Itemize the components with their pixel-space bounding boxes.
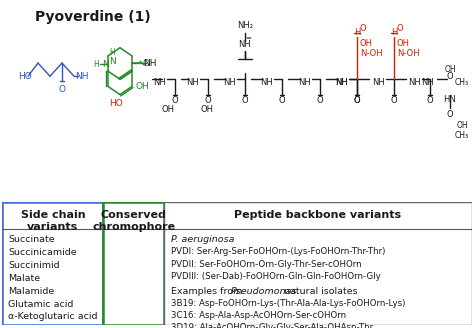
FancyBboxPatch shape	[2, 202, 472, 325]
Text: O: O	[172, 96, 178, 105]
Text: O: O	[205, 96, 211, 105]
Text: CH₃: CH₃	[455, 78, 469, 87]
Text: O: O	[447, 111, 453, 119]
Text: O: O	[354, 96, 360, 105]
Text: P. aeruginosa: P. aeruginosa	[171, 235, 235, 244]
Text: Succinicamide: Succinicamide	[8, 248, 77, 257]
Text: NH: NH	[373, 78, 385, 87]
Text: N: N	[103, 60, 109, 69]
Text: Conserved
chromophore: Conserved chromophore	[92, 210, 175, 232]
Text: HO: HO	[109, 99, 123, 108]
Text: α-Ketoglutaric acid: α-Ketoglutaric acid	[8, 312, 98, 321]
Text: PVDIII: (Ser-Dab)-FoOHOrn-Gln-Gln-FoOHOrn-Gly: PVDIII: (Ser-Dab)-FoOHOrn-Gln-Gln-FoOHOr…	[171, 272, 381, 281]
Text: OH: OH	[136, 82, 150, 91]
Text: O: O	[242, 96, 248, 105]
Text: PVDI: Ser-Arg-Ser-FoOHOrn-(Lys-FoOHOrn-Thr-Thr): PVDI: Ser-Arg-Ser-FoOHOrn-(Lys-FoOHOrn-T…	[171, 247, 386, 256]
Text: O: O	[58, 85, 65, 94]
Text: OH: OH	[456, 121, 468, 130]
Text: Side chain
variants: Side chain variants	[20, 210, 85, 232]
Text: CH₃: CH₃	[455, 131, 469, 140]
Text: OH: OH	[162, 105, 174, 114]
Text: NH: NH	[224, 78, 237, 87]
Text: HO: HO	[18, 72, 32, 81]
Text: H: H	[354, 28, 360, 37]
Text: Pseudomonas: Pseudomonas	[230, 287, 297, 296]
Text: O: O	[279, 96, 285, 105]
Text: NH: NH	[238, 40, 251, 49]
Text: Peptide backbone variants: Peptide backbone variants	[234, 210, 401, 220]
Text: O: O	[317, 96, 323, 105]
Text: NH: NH	[75, 72, 89, 81]
Text: NH: NH	[336, 78, 348, 87]
Text: H: H	[93, 60, 99, 69]
Text: 3B19: Asp-FoOHOrn-Lys-(Thr-Ala-Ala-Lys-FoOHOrn-Lys): 3B19: Asp-FoOHOrn-Lys-(Thr-Ala-Ala-Lys-F…	[171, 299, 406, 308]
FancyBboxPatch shape	[2, 202, 103, 325]
Text: OH: OH	[444, 65, 456, 74]
Text: N: N	[109, 56, 117, 66]
Text: OH: OH	[201, 105, 213, 114]
Text: NH: NH	[261, 78, 273, 87]
Text: Examples from: Examples from	[171, 287, 246, 296]
Text: O: O	[143, 58, 149, 68]
Text: H: H	[391, 28, 397, 37]
Text: O: O	[397, 24, 404, 33]
Text: OH: OH	[360, 39, 373, 48]
Text: NH: NH	[187, 78, 200, 87]
Text: 3D19: Ala-AcOHOrn-Gly-Gly-Ser-Ala-OHAsp-Thr: 3D19: Ala-AcOHOrn-Gly-Gly-Ser-Ala-OHAsp-…	[171, 323, 374, 328]
Text: NH₂: NH₂	[237, 21, 253, 30]
Text: O: O	[427, 96, 433, 105]
Text: Pyoverdine (1): Pyoverdine (1)	[35, 10, 151, 24]
Text: N-OH: N-OH	[360, 50, 383, 58]
Text: Succinate: Succinate	[8, 235, 55, 244]
Text: H: H	[109, 48, 115, 57]
Text: NH: NH	[336, 78, 348, 87]
FancyBboxPatch shape	[103, 202, 164, 325]
Text: natural isolates: natural isolates	[281, 287, 357, 296]
Text: Glutamic acid: Glutamic acid	[8, 299, 73, 309]
Text: Succinimid: Succinimid	[8, 261, 60, 270]
FancyBboxPatch shape	[164, 202, 472, 325]
Text: 3C16: Asp-Ala-Asp-AcOHOrn-Ser-cOHOrn: 3C16: Asp-Ala-Asp-AcOHOrn-Ser-cOHOrn	[171, 311, 346, 320]
Text: Malamide: Malamide	[8, 287, 54, 296]
Text: NH: NH	[299, 78, 311, 87]
Text: PVDII: Ser-FoOHOrn-Orn-Gly-Thr-Ser-cOHOrn: PVDII: Ser-FoOHOrn-Orn-Gly-Thr-Ser-cOHOr…	[171, 259, 362, 269]
Text: O: O	[354, 96, 360, 105]
Text: HN: HN	[444, 95, 456, 104]
Text: O: O	[360, 24, 366, 33]
Text: =: =	[245, 36, 251, 42]
Text: O: O	[447, 72, 453, 81]
Text: NH: NH	[409, 78, 421, 87]
Text: O: O	[391, 96, 397, 105]
Text: Malate: Malate	[8, 274, 40, 283]
Text: NH: NH	[143, 58, 157, 68]
Text: NH: NH	[154, 78, 166, 87]
Text: OH: OH	[397, 39, 410, 48]
Text: N-OH: N-OH	[397, 50, 419, 58]
Text: NH: NH	[422, 78, 434, 87]
